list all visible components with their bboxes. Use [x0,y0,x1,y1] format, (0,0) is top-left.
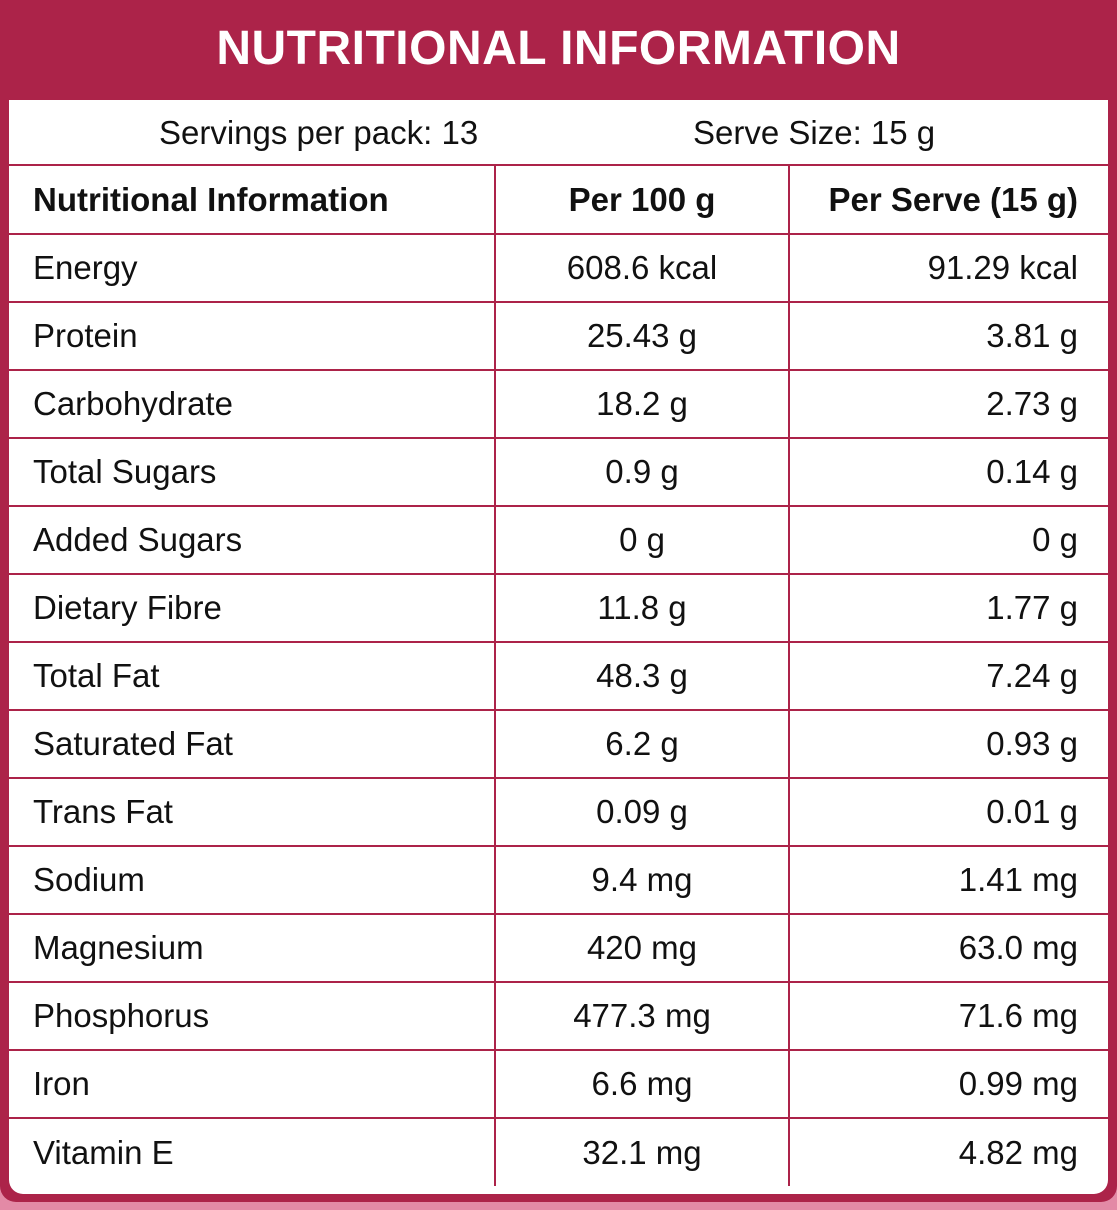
table-row: Carbohydrate 18.2 g 2.73 g [9,370,1108,439]
table-row: Vitamin E 32.1 mg 4.82 mg [9,1118,1108,1186]
value-per-serve: 71.6 mg [789,982,1108,1051]
nutrient-name: Energy [9,234,496,303]
nutrient-name: Carbohydrate [9,370,496,439]
value-per-100g: 6.2 g [495,710,790,779]
table-row: Energy 608.6 kcal 91.29 kcal [9,234,1108,303]
page-title: NUTRITIONAL INFORMATION [216,22,901,75]
header-per-100g: Per 100 g [495,166,790,235]
table-row: Protein 25.43 g 3.81 g [9,302,1108,371]
value-per-serve: 0.93 g [789,710,1108,779]
value-per-100g: 11.8 g [495,574,790,643]
value-per-serve: 1.77 g [789,574,1108,643]
value-per-serve: 3.81 g [789,302,1108,371]
table-row: Sodium 9.4 mg 1.41 mg [9,846,1108,915]
nutrient-name: Added Sugars [9,506,496,575]
table-row: Iron 6.6 mg 0.99 mg [9,1050,1108,1119]
table-header-row: Nutritional Information Per 100 g Per Se… [9,166,1108,235]
serve-size: Serve Size: 15 g [693,114,936,151]
value-per-100g: 0.9 g [495,438,790,507]
servings-row: Servings per pack: 13 Serve Size: 15 g [9,100,1108,166]
value-per-serve: 63.0 mg [789,914,1108,983]
nutrient-name: Total Sugars [9,438,496,507]
table-row: Saturated Fat 6.2 g 0.93 g [9,710,1108,779]
value-per-serve: 7.24 g [789,642,1108,711]
value-per-100g: 6.6 mg [495,1050,790,1119]
value-per-serve: 4.82 mg [958,1133,1078,1171]
value-per-100g: 477.3 mg [495,982,790,1051]
value-per-serve: 0.99 mg [789,1050,1108,1119]
value-per-100g: 420 mg [495,914,790,983]
nutrient-name: Phosphorus [9,982,496,1051]
header-nutrient: Nutritional Information [9,166,496,235]
nutrition-table: Nutritional Information Per 100 g Per Se… [9,166,1108,1186]
nutrition-table-container: Servings per pack: 13 Serve Size: 15 g N… [9,100,1108,1194]
nutrient-name: Total Fat [9,642,496,711]
table-row: Total Sugars 0.9 g 0.14 g [9,438,1108,507]
nutrient-name: Trans Fat [9,778,496,847]
value-per-serve: 0 g [789,506,1108,575]
value-per-serve: 2.73 g [789,370,1108,439]
nutrient-name: Dietary Fibre [9,574,496,643]
nutrient-name: Sodium [9,846,496,915]
value-per-100g: 9.4 mg [495,846,790,915]
table-row: Total Fat 48.3 g 7.24 g [9,642,1108,711]
value-per-100g: 0 g [495,506,790,575]
nutrient-name: Saturated Fat [9,710,496,779]
table-row: Phosphorus 477.3 mg 71.6 mg [9,982,1108,1051]
value-per-100g: 48.3 g [495,642,790,711]
servings-per-pack: Servings per pack: 13 [159,114,479,151]
table-body: Energy 608.6 kcal 91.29 kcal Protein 25.43 g… [9,234,1108,1186]
value-per-serve: 91.29 kcal [789,234,1108,303]
value-per-serve: 0.14 g [789,438,1108,507]
value-per-serve: 0.01 g [789,778,1108,847]
table-row: Trans Fat 0.09 g 0.01 g [9,778,1108,847]
nutrient-name: Iron [9,1050,496,1119]
table-row: Dietary Fibre 11.8 g 1.77 g [9,574,1108,643]
nutrient-name: Vitamin E [9,1118,496,1186]
table-row: Magnesium 420 mg 63.0 mg [9,914,1108,983]
value-per-100g: 18.2 g [495,370,790,439]
value-per-100g: 25.43 g [495,302,790,371]
nutrient-name: Magnesium [9,914,496,983]
value-per-100g: 32.1 mg [495,1118,790,1186]
header-per-serve: Per Serve (15 g) [789,166,1108,235]
value-per-100g: 608.6 kcal [495,234,790,303]
value-per-serve: 1.41 mg [789,846,1108,915]
nutrient-name: Protein [9,302,496,371]
value-per-100g: 0.09 g [495,778,790,847]
